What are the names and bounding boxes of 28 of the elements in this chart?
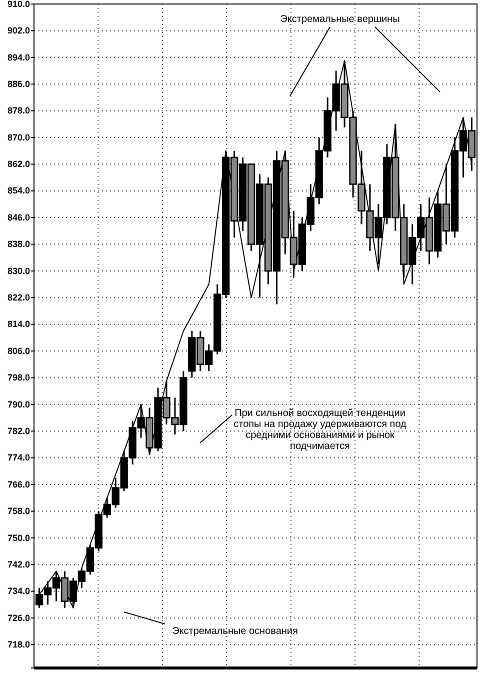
y-tick-label: 734.0 — [7, 586, 30, 596]
y-tick-label: 742.0 — [7, 559, 30, 570]
annotation: Экстремальные вершины — [280, 14, 400, 25]
y-tick-label: 854.0 — [7, 186, 30, 196]
y-tick-label: 750.0 — [7, 532, 30, 543]
y-tick-label: 894.0 — [7, 52, 30, 62]
y-tick-label: 798.0 — [7, 372, 30, 383]
y-tick-label: 814.0 — [7, 319, 30, 330]
y-tick-label: 862.0 — [7, 159, 30, 170]
y-tick-label: 838.0 — [7, 239, 30, 250]
y-tick-label: 910.0 — [7, 0, 30, 9]
y-tick-label: 726.0 — [7, 612, 30, 623]
y-tick-label: 790.0 — [7, 399, 30, 410]
y-tick-label: 886.0 — [7, 78, 30, 89]
annotation: Экстремальные основания — [172, 626, 298, 637]
y-tick-label: 822.0 — [7, 292, 30, 303]
y-tick-label: 902.0 — [7, 26, 30, 36]
y-tick-label: 774.0 — [7, 452, 30, 463]
y-tick-label: 846.0 — [7, 212, 30, 222]
y-tick-label: 758.0 — [7, 506, 30, 516]
y-tick-label: 782.0 — [7, 426, 30, 436]
y-tick-label: 870.0 — [7, 132, 30, 142]
y-tick-label: 878.0 — [7, 106, 30, 116]
y-tick-label: 830.0 — [7, 266, 30, 276]
y-tick-label: 718.0 — [7, 640, 30, 650]
y-tick-label: 806.0 — [7, 346, 30, 356]
annotation: При сильной восходящей тенденции стопы на продажу удерживаются под средними основаниями и рынок подчимается — [234, 408, 407, 452]
y-tick-label: 766.0 — [7, 479, 30, 490]
